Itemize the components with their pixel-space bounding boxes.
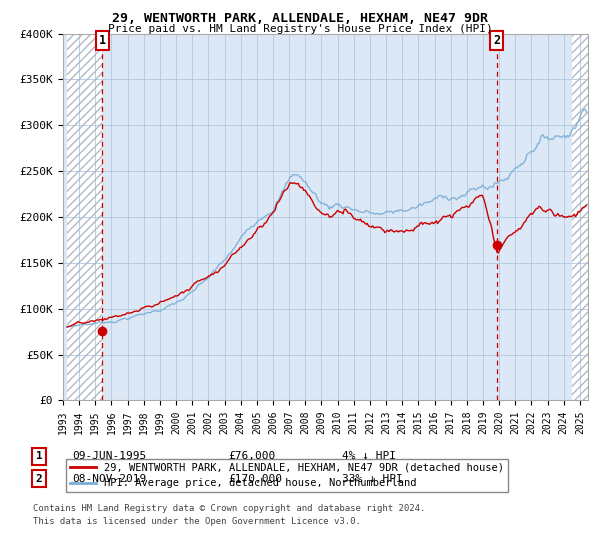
Text: 09-JUN-1995: 09-JUN-1995 [72, 451, 146, 461]
Text: Price paid vs. HM Land Registry's House Price Index (HPI): Price paid vs. HM Land Registry's House … [107, 24, 493, 34]
Text: 29, WENTWORTH PARK, ALLENDALE, HEXHAM, NE47 9DR: 29, WENTWORTH PARK, ALLENDALE, HEXHAM, N… [112, 12, 488, 25]
Text: 2: 2 [493, 34, 500, 46]
Bar [572, 34, 588, 400]
Bar [67, 34, 103, 400]
Legend: 29, WENTWORTH PARK, ALLENDALE, HEXHAM, NE47 9DR (detached house), HPI: Average p: 29, WENTWORTH PARK, ALLENDALE, HEXHAM, N… [65, 459, 508, 492]
Text: Contains HM Land Registry data © Crown copyright and database right 2024.: Contains HM Land Registry data © Crown c… [33, 504, 425, 513]
Bar [67, 34, 103, 400]
Text: £170,000: £170,000 [228, 474, 282, 484]
Text: 1: 1 [99, 34, 106, 46]
Text: 4% ↓ HPI: 4% ↓ HPI [342, 451, 396, 461]
Text: 33% ↓ HPI: 33% ↓ HPI [342, 474, 403, 484]
Text: 08-NOV-2019: 08-NOV-2019 [72, 474, 146, 484]
Text: 2: 2 [35, 474, 43, 484]
Text: This data is licensed under the Open Government Licence v3.0.: This data is licensed under the Open Gov… [33, 517, 361, 526]
Bar [572, 34, 588, 400]
Text: 1: 1 [35, 451, 43, 461]
Text: £76,000: £76,000 [228, 451, 275, 461]
